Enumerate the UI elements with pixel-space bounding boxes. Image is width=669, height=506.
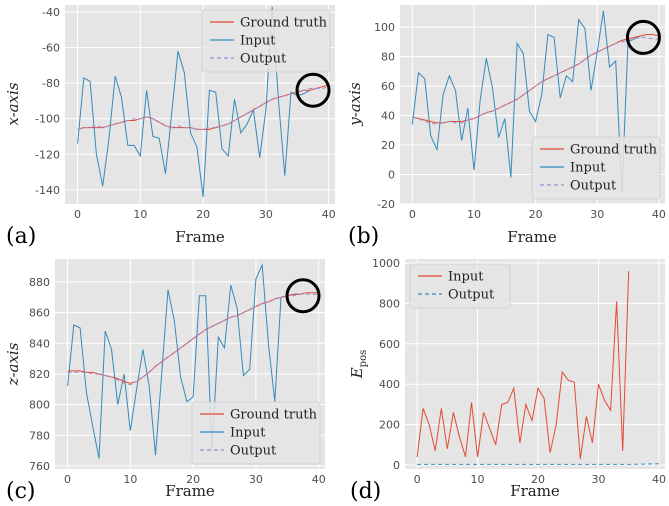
- y-tick-label: 40: [381, 110, 395, 123]
- y-tick-label: -20: [377, 198, 395, 211]
- x-axis-label: Frame: [165, 482, 215, 500]
- x-tick-label: 0: [64, 473, 71, 486]
- chart-panel-2: 0 10 20 30 40 -20 0 20 40 60 80 100 Ground truth Inpu…: [346, 5, 666, 249]
- legend-label: Output: [230, 444, 277, 459]
- legend-label: Output: [240, 52, 287, 67]
- y-axis-label: z-axis: [4, 342, 22, 386]
- x-axis-label: Frame: [510, 482, 560, 500]
- y-tick-label: 860: [29, 307, 50, 320]
- y-tick-label: -80: [42, 77, 60, 90]
- series-line-input: [67, 263, 300, 459]
- y-axis-label: x-axis: [4, 82, 22, 125]
- y-tick-label: 0: [388, 169, 395, 182]
- panel-label: (a): [6, 224, 36, 249]
- legend: Ground truth Input Output: [531, 136, 661, 200]
- x-tick-label: 0: [74, 208, 81, 221]
- x-tick-label: 10: [133, 208, 147, 221]
- legend-box: [531, 136, 661, 200]
- series-line-input: [411, 10, 641, 193]
- x-tick-label: 30: [590, 208, 604, 221]
- legend: Input Output: [409, 263, 511, 309]
- series-line-output: [412, 36, 659, 125]
- y-tick-label: 80: [381, 51, 395, 64]
- x-tick-label: 0: [409, 208, 416, 221]
- y-tick-label: 800: [379, 297, 400, 310]
- y-tick-label: 200: [379, 419, 400, 432]
- y-axis-label: y-axis: [346, 82, 364, 127]
- legend-label: Ground truth: [570, 143, 658, 158]
- y-tick-label: 1000: [372, 257, 400, 270]
- legend: Ground truth Input Output: [201, 9, 331, 73]
- x-tick-label: 40: [312, 473, 326, 486]
- highlight-circle: [285, 278, 321, 314]
- x-tick-label: 30: [249, 473, 263, 486]
- panel-label: (b): [348, 224, 379, 249]
- legend-label: Output: [570, 179, 617, 194]
- y-tick-label: 600: [379, 338, 400, 351]
- x-tick-label: 40: [652, 208, 666, 221]
- y-tick-label: -140: [35, 184, 60, 197]
- x-tick-label: 10: [467, 208, 481, 221]
- x-tick-label: 20: [186, 473, 200, 486]
- y-axis-label-subscript: pos: [358, 350, 369, 368]
- x-tick-label: 20: [529, 208, 543, 221]
- legend-label: Input: [230, 426, 266, 441]
- x-tick-label: 20: [531, 473, 545, 486]
- legend-label: Ground truth: [240, 16, 328, 31]
- panel-label: (c): [6, 479, 36, 504]
- chart-panel-3: 0 10 20 30 40 760 780 800 820 840 860 880 Ground tru…: [4, 259, 326, 504]
- x-tick-label: 10: [471, 473, 485, 486]
- legend-box: [201, 9, 331, 73]
- x-tick-label: 40: [652, 473, 666, 486]
- y-tick-label: 20: [381, 139, 395, 152]
- series-line-input: [416, 271, 630, 459]
- y-tick-label: 800: [29, 399, 50, 412]
- legend-box: [409, 263, 511, 309]
- x-tick-label: 0: [414, 473, 421, 486]
- chart-panel-4: 0 10 20 30 4002004006008001000InputOutputFra…: [348, 257, 666, 504]
- y-tick-label: -120: [35, 148, 60, 161]
- legend-label: Input: [448, 270, 484, 285]
- y-tick-label: 0: [393, 459, 400, 472]
- legend-box: [191, 401, 321, 465]
- y-tick-label: 780: [29, 429, 50, 442]
- legend-label: Ground truth: [230, 408, 318, 423]
- legend: Ground truth Input Output: [191, 401, 321, 465]
- legend-label: Output: [448, 288, 495, 303]
- chart-panel-1: 0 10 20 30 40 -140 -120 -100 -80 -60 -40 Ground tru…: [4, 5, 336, 249]
- legend-label: Input: [240, 34, 276, 49]
- y-tick-label: 820: [29, 368, 50, 381]
- x-tick-label: 30: [259, 208, 273, 221]
- y-tick-label: -60: [42, 42, 60, 55]
- y-tick-label: 60: [381, 80, 395, 93]
- y-tick-label: -100: [35, 113, 60, 126]
- y-tick-label: 840: [29, 337, 50, 350]
- x-tick-label: 30: [591, 473, 605, 486]
- x-tick-label: 20: [196, 208, 210, 221]
- x-axis-label: Frame: [507, 228, 557, 246]
- y-tick-label: -40: [42, 6, 60, 19]
- highlight-circle: [295, 72, 331, 108]
- highlight-circle: [625, 19, 661, 55]
- y-axis-label: Epos: [348, 350, 369, 380]
- y-tick-label: 400: [379, 378, 400, 391]
- series-line-output: [417, 463, 660, 465]
- x-tick-label: 40: [322, 208, 336, 221]
- series-line-output: [77, 86, 329, 130]
- legend-label: Input: [570, 161, 606, 176]
- x-axis-label: Frame: [175, 228, 225, 246]
- y-tick-label: 880: [29, 276, 50, 289]
- series-line-output: [67, 293, 319, 386]
- y-tick-label: 100: [374, 21, 395, 34]
- panel-label: (d): [350, 479, 381, 504]
- x-tick-label: 10: [123, 473, 137, 486]
- y-tick-label: 760: [29, 460, 50, 473]
